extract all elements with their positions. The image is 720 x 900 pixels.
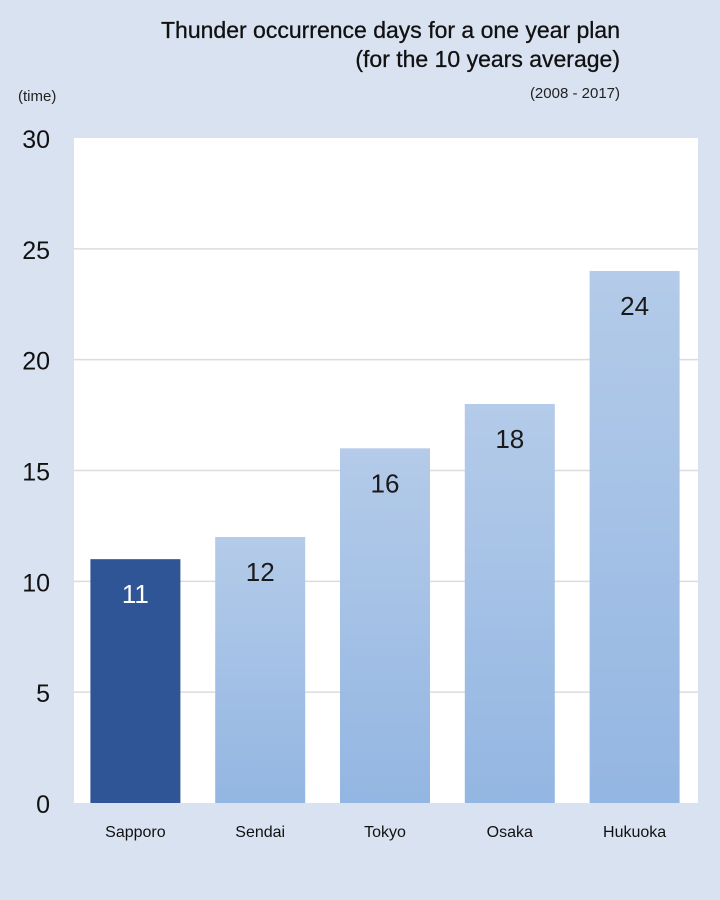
x-tick-label: Sendai (235, 824, 285, 841)
y-tick-label: 20 (22, 348, 50, 376)
bar-value-label: 24 (620, 291, 649, 321)
y-tick-label: 10 (22, 569, 50, 597)
chart-period: (2008 - 2017) (529, 85, 620, 102)
y-tick-label: 5 (36, 680, 50, 708)
bar-osaka (464, 404, 555, 803)
y-tick-label: 0 (36, 791, 50, 819)
bar-value-label: 18 (495, 424, 524, 454)
x-tick-label: Sapporo (105, 824, 166, 841)
bar-value-label: 12 (246, 557, 275, 587)
x-tick-label: Osaka (487, 824, 533, 841)
y-axis-unit-label: (time) (18, 88, 57, 105)
y-tick-label: 25 (22, 237, 50, 265)
bar-sapporo (90, 559, 181, 803)
bar-value-label: 16 (371, 468, 400, 498)
bar-sendai (215, 537, 306, 803)
chart-subtitle: (for the 10 years average) (355, 46, 620, 72)
bar-value-label: 11 (122, 579, 149, 609)
chart-title: Thunder occurrence days for a one year p… (161, 16, 620, 74)
x-tick-label: Hukuoka (603, 824, 666, 841)
y-tick-label: 30 (22, 126, 50, 154)
x-tick-label: Tokyo (364, 824, 406, 841)
chart-title-line-1: Thunder occurrence days for a one year p… (161, 17, 620, 43)
bar-hukuoka (589, 271, 680, 803)
y-axis-ticks: 0 5 10 15 20 25 30 (22, 126, 50, 819)
bars: 11 12 16 18 24 (90, 271, 680, 803)
x-axis-ticks: Sapporo Sendai Tokyo Osaka Hukuoka (105, 824, 666, 841)
y-tick-label: 15 (22, 459, 50, 487)
bar-tokyo (340, 448, 430, 803)
